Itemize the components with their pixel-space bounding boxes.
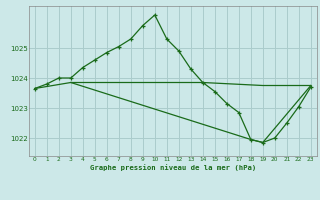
X-axis label: Graphe pression niveau de la mer (hPa): Graphe pression niveau de la mer (hPa) xyxy=(90,164,256,171)
